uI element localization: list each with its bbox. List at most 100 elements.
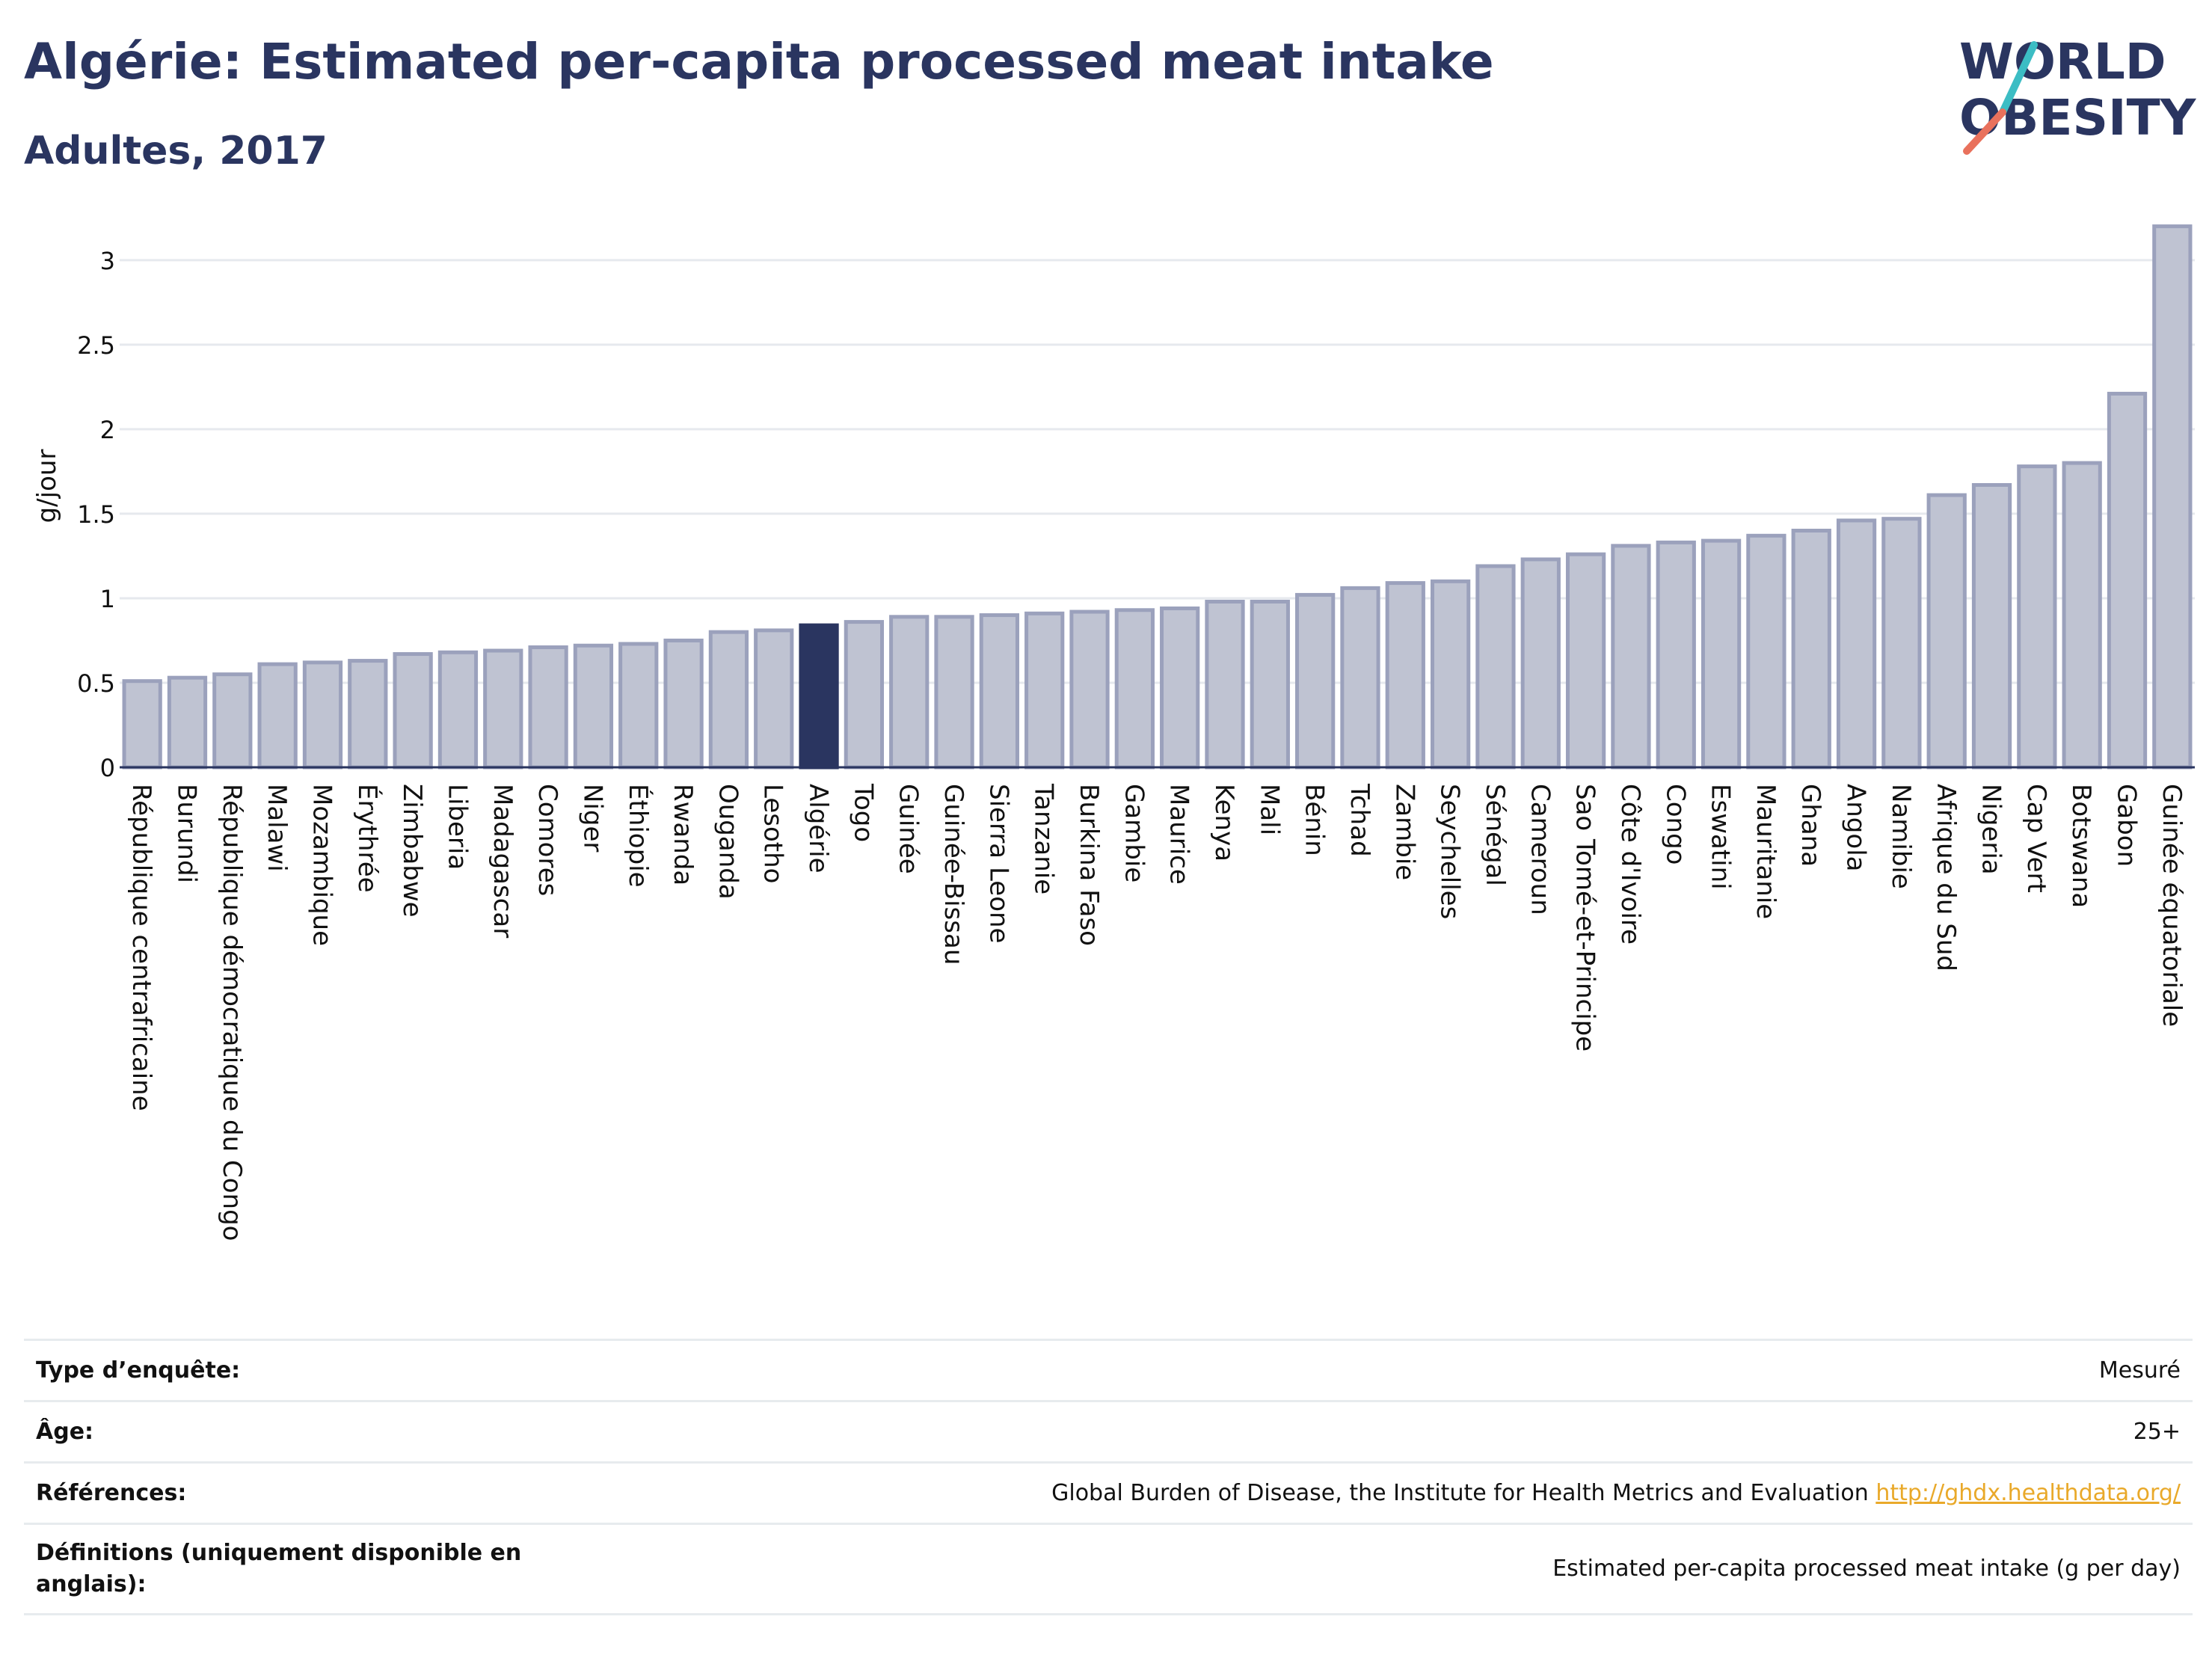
x-tick-label: Maurice [1164,784,1194,885]
bar [1971,482,2012,770]
x-tick-label: Botswana [2066,784,2096,908]
bar [1160,607,1200,770]
bar [1250,599,1290,770]
x-tick-label: Lesotho [758,784,788,883]
bar [844,620,885,770]
x-tick-label: Zambie [1389,784,1419,880]
x-tick-label: Bénin [1300,784,1330,856]
x-tick-label: Liberia [442,784,472,870]
x-tick-label: République démocratique du Congo [217,784,247,1241]
bar [483,648,523,770]
references-link[interactable]: http://ghdx.healthdata.org/ [1875,1479,2181,1506]
references-label: Références: [36,1479,187,1506]
bar [393,652,433,770]
definitions-value: Estimated per-capita processed meat inta… [1552,1556,2181,1582]
definitions-label: Définitions (uniquement disponible en an… [36,1540,522,1597]
bar [1295,592,1336,770]
bar [167,675,208,770]
bar [1024,611,1065,770]
x-tick-label: Malawi [262,784,292,872]
x-tick-label: Cap Vert [2021,784,2051,893]
bar [1926,493,1967,770]
x-tick-label: Namibie [1886,784,1916,889]
x-tick-label: Ghana [1795,784,1825,867]
x-tick-label: Nigeria [1976,784,2006,875]
x-tick-label: Guinée équatoriale [2157,784,2187,1027]
bar [1656,540,1696,770]
x-tick-label: Gambie [1119,784,1149,882]
info-row-references: Références: Global Burden of Disease, th… [24,1461,2193,1523]
x-tick-label: Sao Tomé-et-Principe [1570,784,1600,1051]
x-tick-label: Rwanda [668,784,698,885]
x-tick-label: Burkina Faso [1074,784,1104,946]
info-row-survey-type: Type d’enquête: Mesuré [24,1339,2193,1400]
bar [889,615,930,770]
y-tick-label: 3 [100,247,115,275]
y-tick-label: 2.5 [77,331,115,360]
x-tick-label: Eswatini [1706,784,1736,890]
x-tick-label: Madagascar [488,784,517,938]
y-tick-label: 2 [100,416,115,444]
bar [528,645,568,770]
bar [1565,552,1606,770]
bar [2152,224,2193,770]
x-tick-label: Mauritanie [1751,784,1781,919]
x-tick-label: Guinée [894,784,924,874]
y-tick-label: 0.5 [77,669,115,698]
chart-title: Algérie: Estimated per-capita processed … [24,33,1494,90]
x-tick-label: Mali [1254,784,1284,835]
bar [979,613,1019,770]
bar [1611,544,1651,770]
bar [437,650,479,770]
x-tick-label: Cameroun [1525,784,1555,915]
bar-highlighted [799,623,839,770]
x-tick-label: Tanzanie [1029,783,1059,894]
bar [1520,557,1561,770]
x-tick-label: Seychelles [1435,784,1465,919]
bar [573,643,614,770]
survey-type-label: Type d’enquête: [36,1357,241,1384]
bar [708,630,749,770]
bar [2062,461,2102,770]
bar [212,672,253,770]
y-axis-ticks: 0 0.5 1 1.5 2 2.5 3 [77,247,115,782]
age-label: Âge: [36,1418,94,1445]
bar [1430,579,1471,770]
y-tick-label: 0 [100,754,115,782]
x-tick-label: Togo [848,783,878,842]
x-tick-label: Niger [577,784,607,852]
bar [934,615,974,770]
x-tick-label: Angola [1841,784,1871,871]
bar [2017,464,2057,770]
bars [122,224,2193,770]
bar [348,659,388,770]
y-tick-label: 1.5 [77,500,115,529]
y-tick-label: 1 [100,585,115,613]
info-row-age: Âge: 25+ [24,1400,2193,1461]
x-tick-label: Algérie [803,784,833,873]
info-table: Type d’enquête: Mesuré Âge: 25+ Référenc… [24,1339,2193,1615]
bar [1881,517,1922,770]
bar [663,638,704,770]
bar [1701,538,1742,770]
bar [302,660,343,770]
x-tick-label: Érythrée [352,784,383,893]
x-tick-label: Côte d'Ivoire [1615,784,1645,945]
bar [1205,599,1245,770]
bar [122,679,162,770]
bar [1114,608,1155,770]
survey-type-value: Mesuré [2098,1357,2181,1384]
info-row-definitions: Définitions (uniquement disponible en an… [24,1523,2193,1615]
svg-text:WORLD: WORLD [1959,33,2166,90]
x-tick-label: Burundi [171,784,201,883]
x-tick-label: Comores [532,784,562,896]
bar [618,642,659,770]
x-tick-label: Ouganda [713,784,743,900]
bar [1746,533,1787,770]
bar [1791,529,1831,770]
bar [1385,581,1425,770]
bar [1340,586,1380,770]
x-tick-label: Zimbabwe [397,784,427,918]
chart-subtitle: Adultes, 2017 [24,129,328,174]
x-axis-labels: République centrafricaine Burundi Républiq… [126,783,2187,1241]
